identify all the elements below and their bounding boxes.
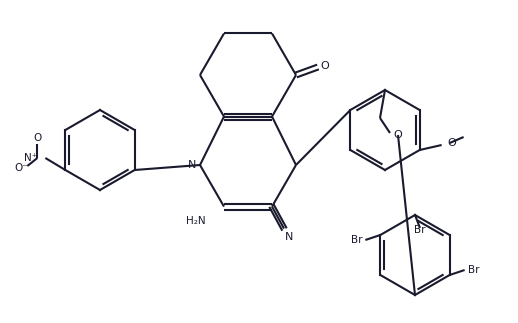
- Text: Br: Br: [468, 265, 479, 275]
- Text: O⁻: O⁻: [15, 163, 28, 173]
- Text: N⁺: N⁺: [24, 153, 37, 163]
- Text: N: N: [285, 232, 293, 242]
- Text: O: O: [321, 61, 329, 71]
- Text: O: O: [394, 130, 402, 140]
- Text: N: N: [188, 160, 196, 170]
- Text: H₂N: H₂N: [186, 215, 206, 225]
- Text: Br: Br: [414, 225, 426, 235]
- Text: Br: Br: [351, 235, 363, 245]
- Text: O: O: [447, 138, 456, 148]
- Text: O: O: [33, 133, 41, 143]
